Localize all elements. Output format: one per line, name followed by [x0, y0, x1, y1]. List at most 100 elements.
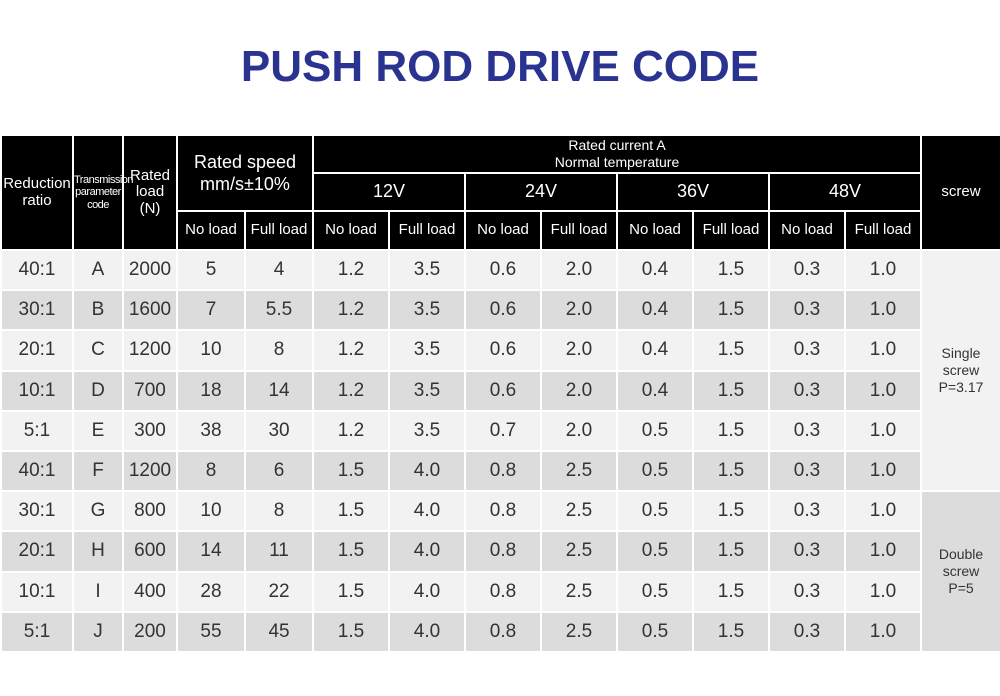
header-24v-no-load: No load — [464, 210, 543, 251]
cell-code: I — [72, 570, 124, 613]
cell-c48-full: 1.0 — [844, 530, 923, 573]
screw-line: P=5 — [948, 579, 974, 596]
cell-c48-no: 0.3 — [768, 248, 847, 292]
cell-load: 1200 — [122, 329, 178, 372]
cell-c24-no: 0.8 — [464, 610, 543, 653]
header-reduction-ratio: Reduction ratio — [0, 134, 74, 251]
cell-ratio: 10:1 — [0, 369, 74, 412]
cell-c12-no: 1.2 — [312, 289, 391, 332]
table-row: 30:1 B 1600 7 5.5 1.2 3.5 0.6 2.0 0.4 1.5 0.3 1.0 — [0, 289, 1000, 332]
cell-c24-full: 2.5 — [540, 570, 619, 613]
cell-ratio: 30:1 — [0, 490, 74, 533]
header-48v-no-load: No load — [768, 210, 847, 251]
cell-ratio: 10:1 — [0, 570, 74, 613]
screw-line: Double — [938, 546, 984, 563]
cell-c36-full: 1.5 — [692, 530, 771, 573]
cell-c36-full: 1.5 — [692, 289, 771, 332]
cell-c12-no: 1.2 — [312, 329, 391, 372]
cell-c36-no: 0.5 — [616, 610, 695, 653]
cell-ratio: 40:1 — [0, 449, 74, 493]
cell-code: G — [72, 490, 124, 533]
cell-ratio: 30:1 — [0, 289, 74, 332]
cell-load: 600 — [122, 530, 178, 573]
cell-speed-full: 8 — [243, 329, 315, 372]
cell-speed-full: 45 — [243, 610, 315, 653]
header-24v-full-load: Full load — [540, 210, 619, 251]
table-row: 20:1 H 600 14 11 1.5 4.0 0.8 2.5 0.5 1.5 0.3 1.0 — [0, 530, 1000, 573]
cell-c24-full: 2.5 — [540, 449, 619, 493]
cell-speed-no: 38 — [176, 409, 246, 452]
table-row: 30:1 G 800 10 8 1.5 4.0 0.8 2.5 0.5 1.5 0.3 1.0 Doubl… — [0, 490, 1000, 653]
cell-c24-full: 2.0 — [540, 409, 619, 452]
cell-c48-no: 0.3 — [768, 570, 847, 613]
cell-load: 300 — [122, 409, 178, 452]
table-row: 40:1 A 2000 5 4 1.2 3.5 0.6 2.0 0.4 1.5 0.3 1.0 Singl… — [0, 248, 1000, 493]
cell-speed-no: 14 — [176, 530, 246, 573]
cell-c48-no: 0.3 — [768, 289, 847, 332]
table-body: 40:1 A 2000 5 4 1.2 3.5 0.6 2.0 0.4 1.5 0.3 1.0 Singl… — [0, 248, 1000, 653]
cell-c48-full: 1.0 — [844, 369, 923, 412]
cell-c36-no: 0.4 — [616, 369, 695, 412]
table-header: Reduction ratio Transmission parameter code… — [0, 134, 1000, 251]
cell-load: 1600 — [122, 289, 178, 332]
cell-c48-no: 0.3 — [768, 610, 847, 653]
header-36v-no-load: No load — [616, 210, 695, 251]
screw-single: Single screw P=3.17 — [920, 248, 1000, 493]
screw-double: Double screw P=5 — [920, 490, 1000, 653]
cell-c24-no: 0.8 — [464, 490, 543, 533]
cell-c24-full: 2.5 — [540, 530, 619, 573]
table-row: 20:1 C 1200 10 8 1.2 3.5 0.6 2.0 0.4 1.5 0.3 1.0 — [0, 329, 1000, 372]
cell-speed-no: 55 — [176, 610, 246, 653]
table-row: 10:1 I 400 28 22 1.5 4.0 0.8 2.5 0.5 1.5 0.3 1.0 — [0, 570, 1000, 613]
cell-c36-no: 0.5 — [616, 449, 695, 493]
cell-ratio: 5:1 — [0, 409, 74, 452]
cell-c12-no: 1.2 — [312, 369, 391, 412]
cell-speed-no: 18 — [176, 369, 246, 412]
cell-c12-no: 1.2 — [312, 248, 391, 292]
cell-ratio: 20:1 — [0, 530, 74, 573]
cell-c24-full: 2.0 — [540, 289, 619, 332]
cell-load: 700 — [122, 369, 178, 412]
cell-c48-no: 0.3 — [768, 409, 847, 452]
cell-c48-full: 1.0 — [844, 289, 923, 332]
cell-speed-full: 8 — [243, 490, 315, 533]
cell-speed-full: 4 — [243, 248, 315, 292]
header-48v-full-load: Full load — [844, 210, 923, 251]
table-row: 5:1 E 300 38 30 1.2 3.5 0.7 2.0 0.5 1.5 0.3 1.0 — [0, 409, 1000, 452]
table-row: 10:1 D 700 18 14 1.2 3.5 0.6 2.0 0.4 1.5 0.3 1.0 — [0, 369, 1000, 412]
header-rated-speed: Rated speed mm/s±10% — [175, 134, 315, 212]
cell-c12-no: 1.5 — [312, 530, 391, 573]
cell-speed-full: 5.5 — [243, 289, 315, 332]
cell-load: 800 — [122, 490, 178, 533]
cell-c48-full: 1.0 — [844, 570, 923, 613]
cell-speed-no: 7 — [176, 289, 246, 332]
cell-speed-full: 14 — [243, 369, 315, 412]
cell-c48-no: 0.3 — [768, 449, 847, 493]
cell-c24-no: 0.8 — [464, 530, 543, 573]
header-rated-load: Rated load (N) — [122, 134, 178, 251]
header-36v-full-load: Full load — [692, 210, 771, 251]
cell-c24-no: 0.6 — [464, 369, 543, 412]
cell-c48-full: 1.0 — [844, 329, 923, 372]
cell-c12-full: 3.5 — [388, 248, 467, 292]
cell-speed-no: 5 — [176, 248, 246, 292]
cell-speed-no: 8 — [176, 449, 246, 493]
cell-c36-no: 0.4 — [616, 289, 695, 332]
cell-c36-full: 1.5 — [692, 329, 771, 372]
cell-speed-no: 10 — [176, 490, 246, 533]
cell-ratio: 20:1 — [0, 329, 74, 372]
cell-code: B — [72, 289, 124, 332]
cell-c12-no: 1.5 — [312, 610, 391, 653]
cell-ratio: 5:1 — [0, 610, 74, 653]
cell-c12-full: 4.0 — [388, 490, 467, 533]
cell-c36-no: 0.5 — [616, 409, 695, 452]
cell-speed-no: 28 — [176, 570, 246, 613]
header-voltage-12v: 12V — [312, 172, 467, 212]
cell-c24-full: 2.0 — [540, 248, 619, 292]
header-screw: screw — [920, 134, 1000, 251]
cell-load: 1200 — [122, 449, 178, 493]
cell-speed-full: 30 — [243, 409, 315, 452]
cell-c48-full: 1.0 — [844, 490, 923, 533]
cell-load: 200 — [122, 610, 178, 653]
cell-load: 400 — [122, 570, 178, 613]
